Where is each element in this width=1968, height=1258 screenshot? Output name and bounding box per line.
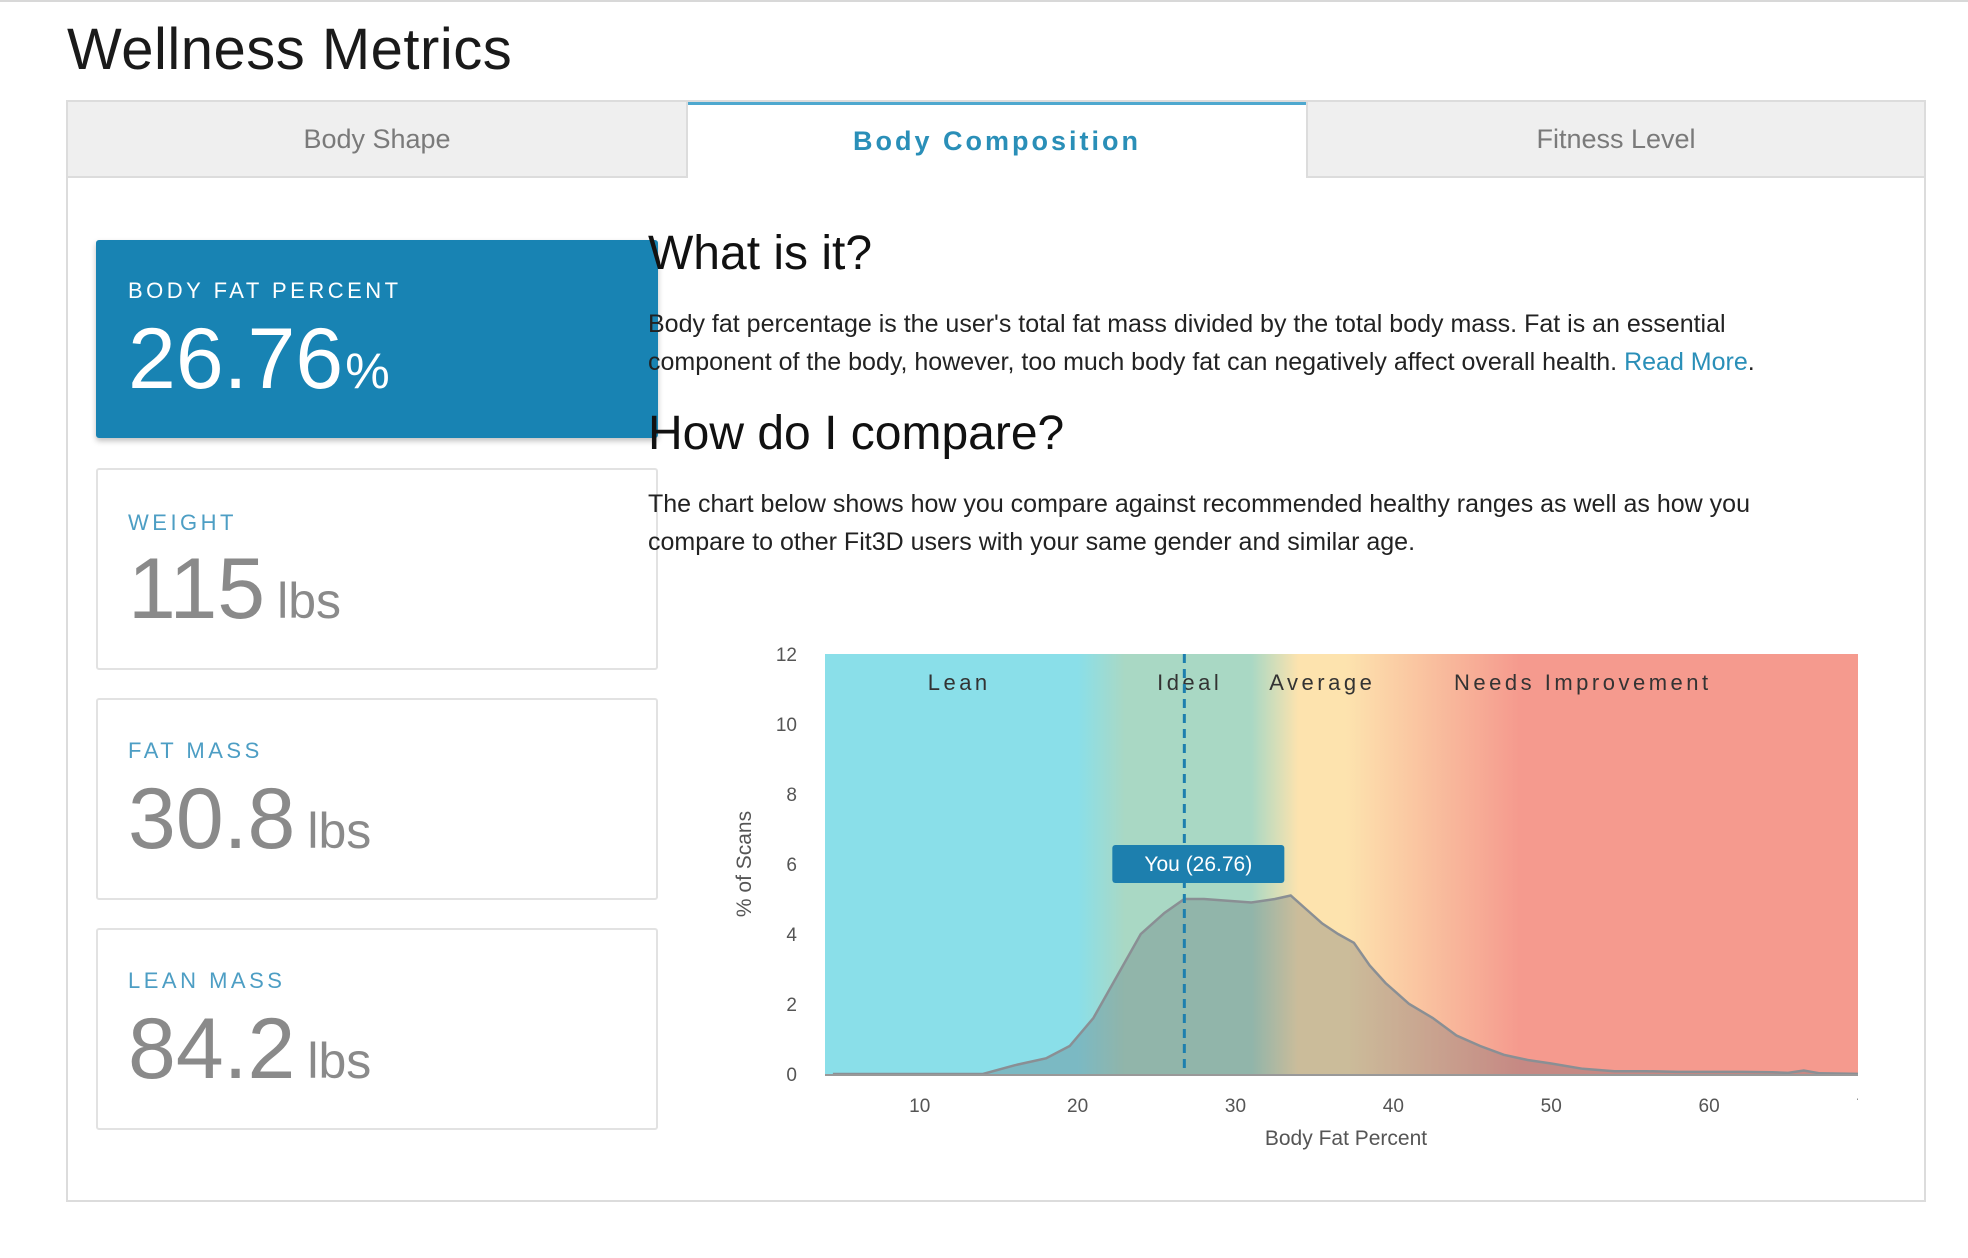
zone-label-lean: Lean (928, 670, 991, 695)
tab-body-shape[interactable]: Body Shape (68, 102, 688, 178)
metric-card-fat-mass[interactable]: FAT MASS 30.8 lbs (96, 698, 658, 900)
what-text: Body fat percentage is the user's total … (648, 310, 1726, 376)
metric-number: 84.2 (128, 1001, 296, 1097)
zone-label-needs-improvement: Needs Improvement (1454, 670, 1712, 695)
axes-layer: 10 20 30 40 50 60 70 0 2 4 6 8 10 12 Body Fat Percent%… (733, 645, 1858, 1150)
x-tick-label: 20 (1067, 1096, 1088, 1117)
page-title: Wellness Metrics (67, 17, 513, 82)
y-tick-label: 10 (776, 715, 797, 736)
metric-unit: lbs (307, 1033, 372, 1089)
tab-fitness-level[interactable]: Fitness Level (1306, 102, 1924, 178)
zone-background (825, 654, 1858, 1074)
you-tooltip-label: You (26.76) (1144, 853, 1252, 876)
metric-card-lean-mass[interactable]: LEAN MASS 84.2 lbs (96, 928, 658, 1130)
y-tick-label: 4 (786, 925, 797, 946)
y-tick-label: 2 (786, 995, 797, 1016)
metric-value: 115 lbs (128, 546, 341, 632)
read-more-link[interactable]: Read More (1624, 348, 1748, 376)
metric-label: FAT MASS (128, 738, 263, 763)
metric-label: LEAN MASS (128, 968, 286, 993)
x-tick-label: 30 (1225, 1096, 1246, 1117)
x-tick-label: 60 (1699, 1096, 1720, 1117)
x-tick-label: 50 (1541, 1096, 1562, 1117)
tab-body-composition[interactable]: Body Composition (688, 102, 1306, 178)
y-tick-label: 0 (786, 1065, 797, 1086)
x-tick-label: 10 (909, 1096, 930, 1117)
distribution-area (832, 895, 1858, 1074)
y-axis-label: % of Scans (733, 811, 756, 917)
metric-card-weight[interactable]: WEIGHT 115 lbs (96, 468, 658, 670)
metric-value: 84.2 lbs (128, 1006, 371, 1092)
marker-layer: You (26.76) (1112, 654, 1285, 1074)
metric-tabs: Body Shape Body Composition Fitness Leve… (68, 102, 1924, 178)
body-fat-distribution-chart: Lean Ideal Average Needs Improvement You (2… (733, 645, 1858, 1150)
metric-unit: lbs (277, 573, 342, 629)
top-divider (0, 0, 1968, 2)
metric-unit: % (345, 343, 390, 399)
metric-value: 30.8 lbs (128, 776, 371, 862)
y-tick-label: 6 (786, 855, 797, 876)
what-heading: What is it? (648, 227, 873, 280)
x-tick-label: 70 (1856, 1096, 1858, 1117)
x-tick-label: 40 (1383, 1096, 1404, 1117)
zone-label-ideal: Ideal (1157, 670, 1222, 695)
metric-label: BODY FAT PERCENT (128, 278, 402, 303)
you-tooltip (1112, 845, 1285, 883)
zone-label-average: Average (1269, 670, 1375, 695)
zone-labels: Lean Ideal Average Needs Improvement (928, 670, 1712, 695)
what-description: Body fat percentage is the user's total … (648, 305, 1798, 381)
compare-description: The chart below shows how you compare ag… (648, 490, 1750, 556)
metric-number: 115 (128, 541, 266, 637)
y-tick-label: 12 (776, 645, 797, 666)
metric-label: WEIGHT (128, 510, 237, 535)
metric-value: 26.76% (128, 316, 390, 402)
wellness-panel: Body Shape Body Composition Fitness Leve… (66, 100, 1926, 1202)
y-tick-label: 8 (786, 785, 797, 806)
x-axis-label: Body Fat Percent (1265, 1127, 1427, 1150)
what-link-suffix: . (1747, 348, 1755, 376)
metric-unit: lbs (307, 803, 372, 859)
metric-number: 30.8 (128, 771, 296, 867)
metric-number: 26.76 (128, 311, 344, 407)
zone-band (825, 654, 1858, 1074)
compare-heading: How do I compare? (648, 407, 1065, 460)
metric-card-body-fat-percent[interactable]: BODY FAT PERCENT 26.76% (96, 240, 658, 438)
distribution-layer (832, 894, 1858, 1076)
distribution-line (832, 894, 1858, 1076)
